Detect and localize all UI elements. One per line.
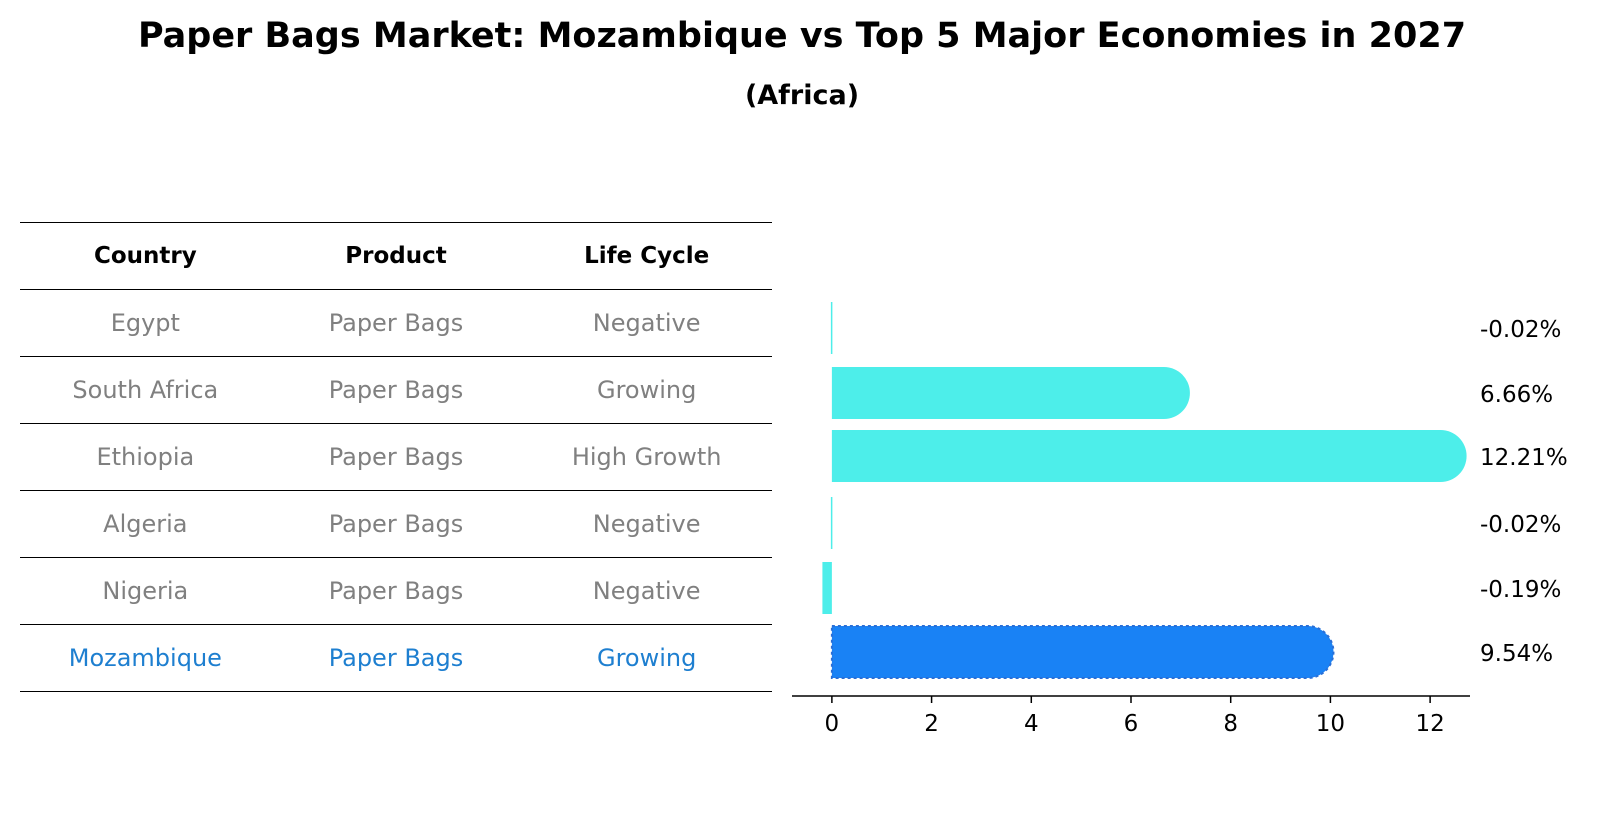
cell-life-cycle: Growing xyxy=(521,356,772,424)
bar-value-label: -0.02% xyxy=(1480,317,1561,343)
header-country: Country xyxy=(20,222,271,290)
x-tick-label: 4 xyxy=(1024,711,1039,737)
cell-country: Nigeria xyxy=(20,557,271,625)
cell-life-cycle: Growing xyxy=(521,624,772,692)
bar-value-label: 9.54% xyxy=(1480,641,1553,667)
cell-life-cycle: Negative xyxy=(521,490,772,558)
data-table: Country Product Life Cycle Egypt Paper B… xyxy=(20,222,772,692)
header-product: Product xyxy=(270,222,522,290)
bar xyxy=(830,302,833,354)
cell-country: South Africa xyxy=(20,356,271,424)
cell-product: Paper Bags xyxy=(270,356,522,424)
bar-value-label: -0.19% xyxy=(1480,577,1561,603)
bar-value-label: 12.21% xyxy=(1480,445,1568,471)
bar xyxy=(830,497,833,549)
cell-life-cycle: High Growth xyxy=(521,423,772,491)
bar-highlight xyxy=(830,625,1335,679)
x-tick-label: 10 xyxy=(1316,711,1345,737)
cell-product: Paper Bags xyxy=(270,490,522,558)
cell-life-cycle: Negative xyxy=(521,557,772,625)
table-row: Algeria Paper Bags Negative xyxy=(20,490,772,558)
bar xyxy=(831,430,1467,482)
x-tick-label: 8 xyxy=(1223,711,1238,737)
x-tick-label: 6 xyxy=(1124,711,1139,737)
table-row: Egypt Paper Bags Negative xyxy=(20,289,772,357)
cell-country: Mozambique xyxy=(20,624,271,692)
cell-country: Algeria xyxy=(20,490,271,558)
cell-product: Paper Bags xyxy=(270,557,522,625)
header-life-cycle: Life Cycle xyxy=(521,222,772,290)
table-row: Nigeria Paper Bags Negative xyxy=(20,557,772,625)
chart-subtitle: (Africa) xyxy=(744,80,860,111)
bar xyxy=(831,367,1190,419)
cell-life-cycle: Negative xyxy=(521,289,772,357)
x-tick-label: 12 xyxy=(1415,711,1444,737)
x-tick-label: 2 xyxy=(924,711,939,737)
table-header-row: Country Product Life Cycle xyxy=(20,222,772,290)
x-tick-label: 0 xyxy=(825,711,840,737)
bar-value-label: -0.02% xyxy=(1480,512,1561,538)
chart-title: Paper Bags Market: Mozambique vs Top 5 M… xyxy=(137,16,1467,56)
cell-country: Ethiopia xyxy=(20,423,271,491)
cell-product: Paper Bags xyxy=(270,289,522,357)
table-row: South Africa Paper Bags Growing xyxy=(20,356,772,424)
table-row: Ethiopia Paper Bags High Growth xyxy=(20,423,772,491)
bar xyxy=(822,562,832,614)
table-row-highlight: Mozambique Paper Bags Growing xyxy=(20,624,772,692)
cell-product: Paper Bags xyxy=(270,624,522,692)
cell-product: Paper Bags xyxy=(270,423,522,491)
bar-value-label: 6.66% xyxy=(1480,382,1553,408)
cell-country: Egypt xyxy=(20,289,271,357)
